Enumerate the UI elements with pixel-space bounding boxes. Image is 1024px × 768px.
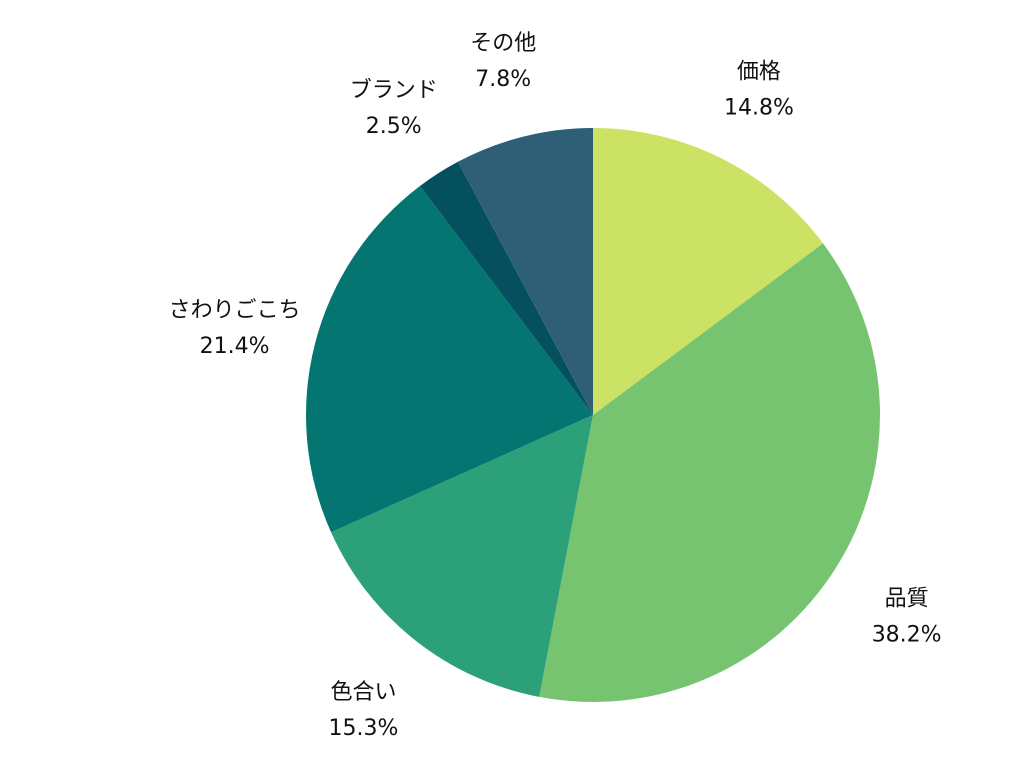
pie-labels: 価格 14.8% 品質 38.2% 色合い 15.3% さわりごこち 21.4% ブランド 2.5… [169,31,942,741]
slice-value-label-3: 21.4% [200,334,270,359]
slice-label-2: 色合い [330,680,396,705]
slice-label-1: 品質 [885,586,929,611]
pie-slice-0 [593,128,824,415]
pie-slice-3 [306,186,593,533]
slice-value-label-0: 14.8% [724,95,794,120]
slice-value-label-4: 2.5% [366,114,422,139]
pie-slice-5 [457,128,593,415]
slice-value-label-5: 7.8% [475,67,531,92]
slice-value-label-1: 38.2% [872,622,942,647]
slice-value-label-2: 15.3% [329,716,399,741]
slice-label-5: その他 [470,31,536,56]
pie-slice-4 [419,161,593,415]
pie-slice-1 [539,243,881,703]
slice-label-0: 価格 [737,59,781,84]
pie-slices [306,128,881,703]
pie-slice-2 [331,415,593,697]
slice-label-4: ブランド [350,78,438,103]
slice-label-3: さわりごこち [169,298,301,323]
